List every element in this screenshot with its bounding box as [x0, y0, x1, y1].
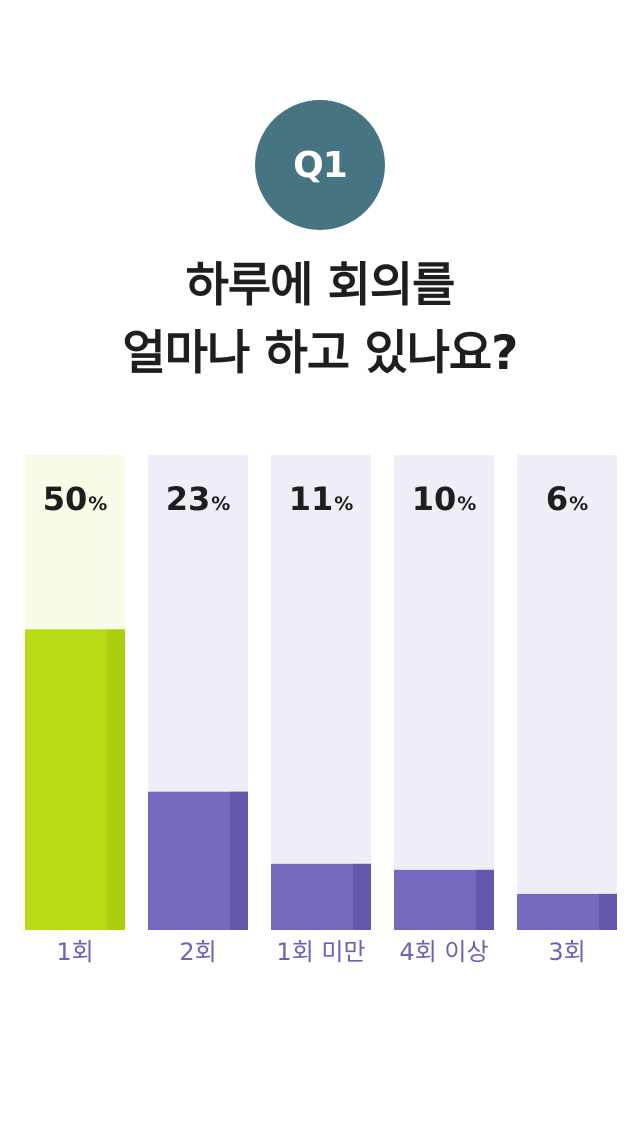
- value-label-4: 6%: [546, 480, 588, 518]
- question-number: Q1: [293, 144, 348, 186]
- value-label-3: 10%: [412, 480, 477, 518]
- title-line-1: 하루에 회의를: [185, 258, 456, 313]
- question-title: 하루에 회의를 얼마나 하고 있나요?: [0, 252, 640, 388]
- question-badge: Q1: [255, 100, 385, 230]
- bar-shade-1: [230, 791, 248, 930]
- bar-shade-3: [476, 869, 494, 930]
- category-label-3: 4회 이상: [399, 938, 488, 966]
- bar-track-3: [394, 455, 494, 930]
- category-label-1: 2회: [179, 938, 216, 966]
- bar-chart: 50% 1회 23% 2회 11% 1회 미만 10% 4회 이상 6% 3회: [25, 455, 617, 966]
- value-label-2: 11%: [289, 480, 354, 518]
- title-line-2: 얼마나 하고 있나요?: [122, 326, 519, 381]
- bar-shade-0: [107, 629, 125, 930]
- value-label-1: 23%: [166, 480, 231, 518]
- bar-track-4: [517, 455, 617, 930]
- bar-shade-4: [599, 893, 617, 930]
- value-label-0: 50%: [43, 480, 108, 518]
- category-label-2: 1회 미만: [276, 938, 365, 966]
- bar-shade-2: [353, 863, 371, 930]
- bar-track-2: [271, 455, 371, 930]
- category-label-4: 3회: [548, 938, 585, 966]
- category-label-0: 1회: [56, 938, 93, 966]
